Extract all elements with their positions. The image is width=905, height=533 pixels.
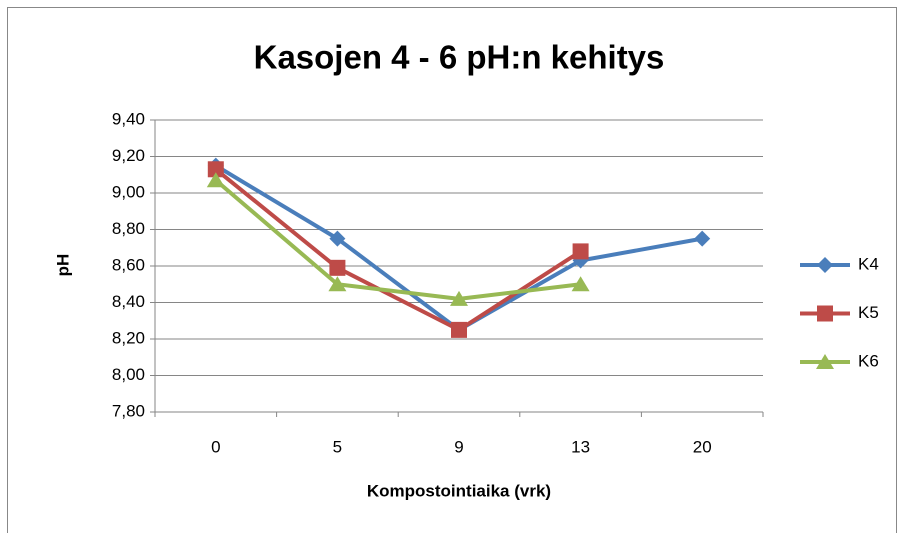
y-tick-label: 9,00 [112, 182, 145, 201]
y-tick-label: 8,20 [112, 328, 145, 347]
x-tick-label: 0 [211, 437, 220, 456]
marker [572, 243, 589, 260]
marker [694, 230, 711, 247]
y-tick-label: 9,20 [112, 146, 145, 165]
marker [206, 172, 225, 188]
x-tick-label: 20 [693, 437, 712, 456]
y-tick-label: 9,40 [112, 109, 145, 128]
series-line [214, 178, 581, 301]
x-axis-title: Kompostointiaika (vrk) [367, 481, 551, 500]
marker [816, 354, 834, 369]
legend-label: K6 [858, 351, 879, 370]
marker [451, 321, 467, 338]
marker [571, 276, 590, 292]
y-tick-label: 8,40 [112, 292, 145, 311]
marker [207, 161, 224, 178]
y-tick-label: 7,80 [112, 401, 145, 420]
marker [329, 230, 346, 247]
chart-title: Kasojen 4 - 6 pH:n kehitys [254, 39, 665, 76]
x-tick-label: 5 [333, 437, 342, 456]
x-tick-label: 9 [454, 437, 463, 456]
y-tick-label: 8,00 [112, 365, 145, 384]
marker [328, 276, 347, 292]
legend-label: K4 [858, 254, 879, 273]
marker [329, 259, 346, 276]
y-tick-label: 8,60 [112, 255, 145, 274]
marker [817, 257, 833, 273]
chart-border [7, 7, 897, 533]
marker [450, 290, 468, 306]
x-tick-label: 13 [571, 437, 590, 456]
y-tick-label: 8,80 [112, 219, 145, 238]
marker [817, 305, 833, 322]
legend-label: K5 [858, 303, 879, 322]
y-axis-title: pH [53, 254, 72, 277]
